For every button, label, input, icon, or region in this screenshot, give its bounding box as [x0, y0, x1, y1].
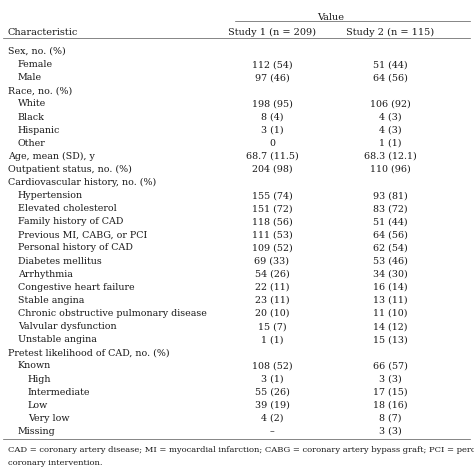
Text: 54 (26): 54 (26): [255, 270, 289, 279]
Text: 68.3 (12.1): 68.3 (12.1): [364, 152, 416, 161]
Text: CAD = coronary artery disease; MI = myocardial infarction; CABG = coronary arter: CAD = coronary artery disease; MI = myoc…: [8, 446, 474, 454]
Text: 111 (53): 111 (53): [252, 230, 292, 239]
Text: 22 (11): 22 (11): [255, 283, 289, 292]
Text: Congestive heart failure: Congestive heart failure: [18, 283, 135, 292]
Text: 108 (52): 108 (52): [252, 361, 292, 370]
Text: Black: Black: [18, 113, 45, 122]
Text: Age, mean (SD), y: Age, mean (SD), y: [8, 152, 95, 161]
Text: 15 (13): 15 (13): [373, 335, 407, 344]
Text: 109 (52): 109 (52): [252, 244, 292, 252]
Text: 64 (56): 64 (56): [373, 73, 408, 82]
Text: 34 (30): 34 (30): [373, 270, 407, 279]
Text: Pretest likelihood of CAD, no. (%): Pretest likelihood of CAD, no. (%): [8, 348, 170, 357]
Text: Race, no. (%): Race, no. (%): [8, 86, 72, 95]
Text: Previous MI, CABG, or PCI: Previous MI, CABG, or PCI: [18, 230, 147, 239]
Text: Outpatient status, no. (%): Outpatient status, no. (%): [8, 165, 132, 174]
Text: Study 1 (n = 209): Study 1 (n = 209): [228, 28, 316, 37]
Text: 97 (46): 97 (46): [255, 73, 289, 82]
Text: –: –: [270, 427, 274, 436]
Text: 3 (3): 3 (3): [379, 374, 401, 383]
Text: Intermediate: Intermediate: [28, 388, 91, 397]
Text: 3 (1): 3 (1): [261, 374, 283, 383]
Text: 64 (56): 64 (56): [373, 230, 408, 239]
Text: 14 (12): 14 (12): [373, 322, 407, 331]
Text: Male: Male: [18, 73, 42, 82]
Text: Cardiovascular history, no. (%): Cardiovascular history, no. (%): [8, 178, 156, 187]
Text: 55 (26): 55 (26): [255, 388, 290, 397]
Text: 4 (2): 4 (2): [261, 414, 283, 423]
Text: 53 (46): 53 (46): [373, 257, 408, 266]
Text: 13 (11): 13 (11): [373, 296, 407, 305]
Text: 0: 0: [269, 138, 275, 148]
Text: Other: Other: [18, 138, 46, 148]
Text: Elevated cholesterol: Elevated cholesterol: [18, 204, 117, 213]
Text: White: White: [18, 99, 46, 108]
Text: Characteristic: Characteristic: [8, 28, 78, 37]
Text: 4 (3): 4 (3): [379, 126, 401, 135]
Text: 69 (33): 69 (33): [255, 257, 290, 266]
Text: Diabetes mellitus: Diabetes mellitus: [18, 257, 102, 266]
Text: 106 (92): 106 (92): [370, 99, 410, 108]
Text: Unstable angina: Unstable angina: [18, 335, 97, 344]
Text: 62 (54): 62 (54): [373, 244, 407, 252]
Text: 151 (72): 151 (72): [252, 204, 292, 213]
Text: Stable angina: Stable angina: [18, 296, 84, 305]
Text: 198 (95): 198 (95): [252, 99, 292, 108]
Text: 16 (14): 16 (14): [373, 283, 407, 292]
Text: 23 (11): 23 (11): [255, 296, 289, 305]
Text: 1 (1): 1 (1): [261, 335, 283, 344]
Text: 17 (15): 17 (15): [373, 388, 407, 397]
Text: Value: Value: [318, 13, 345, 22]
Text: 3 (1): 3 (1): [261, 126, 283, 135]
Text: 66 (57): 66 (57): [373, 361, 408, 370]
Text: 1 (1): 1 (1): [379, 138, 401, 148]
Text: Study 2 (n = 115): Study 2 (n = 115): [346, 28, 434, 37]
Text: 39 (19): 39 (19): [255, 401, 290, 410]
Text: High: High: [28, 374, 52, 383]
Text: 155 (74): 155 (74): [252, 191, 292, 200]
Text: 51 (44): 51 (44): [373, 217, 407, 226]
Text: 8 (7): 8 (7): [379, 414, 401, 423]
Text: 8 (4): 8 (4): [261, 113, 283, 122]
Text: 68.7 (11.5): 68.7 (11.5): [246, 152, 298, 161]
Text: 204 (98): 204 (98): [252, 165, 292, 174]
Text: 11 (10): 11 (10): [373, 309, 407, 318]
Text: coronary intervention.: coronary intervention.: [8, 459, 102, 467]
Text: Chronic obstructive pulmonary disease: Chronic obstructive pulmonary disease: [18, 309, 207, 318]
Text: Arrhythmia: Arrhythmia: [18, 270, 73, 279]
Text: 83 (72): 83 (72): [373, 204, 407, 213]
Text: Low: Low: [28, 401, 48, 410]
Text: 4 (3): 4 (3): [379, 113, 401, 122]
Text: Sex, no. (%): Sex, no. (%): [8, 47, 66, 56]
Text: 110 (96): 110 (96): [370, 165, 410, 174]
Text: Female: Female: [18, 60, 53, 69]
Text: 112 (54): 112 (54): [252, 60, 292, 69]
Text: Hispanic: Hispanic: [18, 126, 60, 135]
Text: Very low: Very low: [28, 414, 70, 423]
Text: 20 (10): 20 (10): [255, 309, 289, 318]
Text: 3 (3): 3 (3): [379, 427, 401, 436]
Text: Missing: Missing: [18, 427, 56, 436]
Text: 93 (81): 93 (81): [373, 191, 407, 200]
Text: Hypertension: Hypertension: [18, 191, 83, 200]
Text: 118 (56): 118 (56): [252, 217, 292, 226]
Text: Personal history of CAD: Personal history of CAD: [18, 244, 133, 252]
Text: Family history of CAD: Family history of CAD: [18, 217, 123, 226]
Text: 15 (7): 15 (7): [258, 322, 286, 331]
Text: 18 (16): 18 (16): [373, 401, 407, 410]
Text: 51 (44): 51 (44): [373, 60, 407, 69]
Text: Valvular dysfunction: Valvular dysfunction: [18, 322, 117, 331]
Text: Known: Known: [18, 361, 51, 370]
